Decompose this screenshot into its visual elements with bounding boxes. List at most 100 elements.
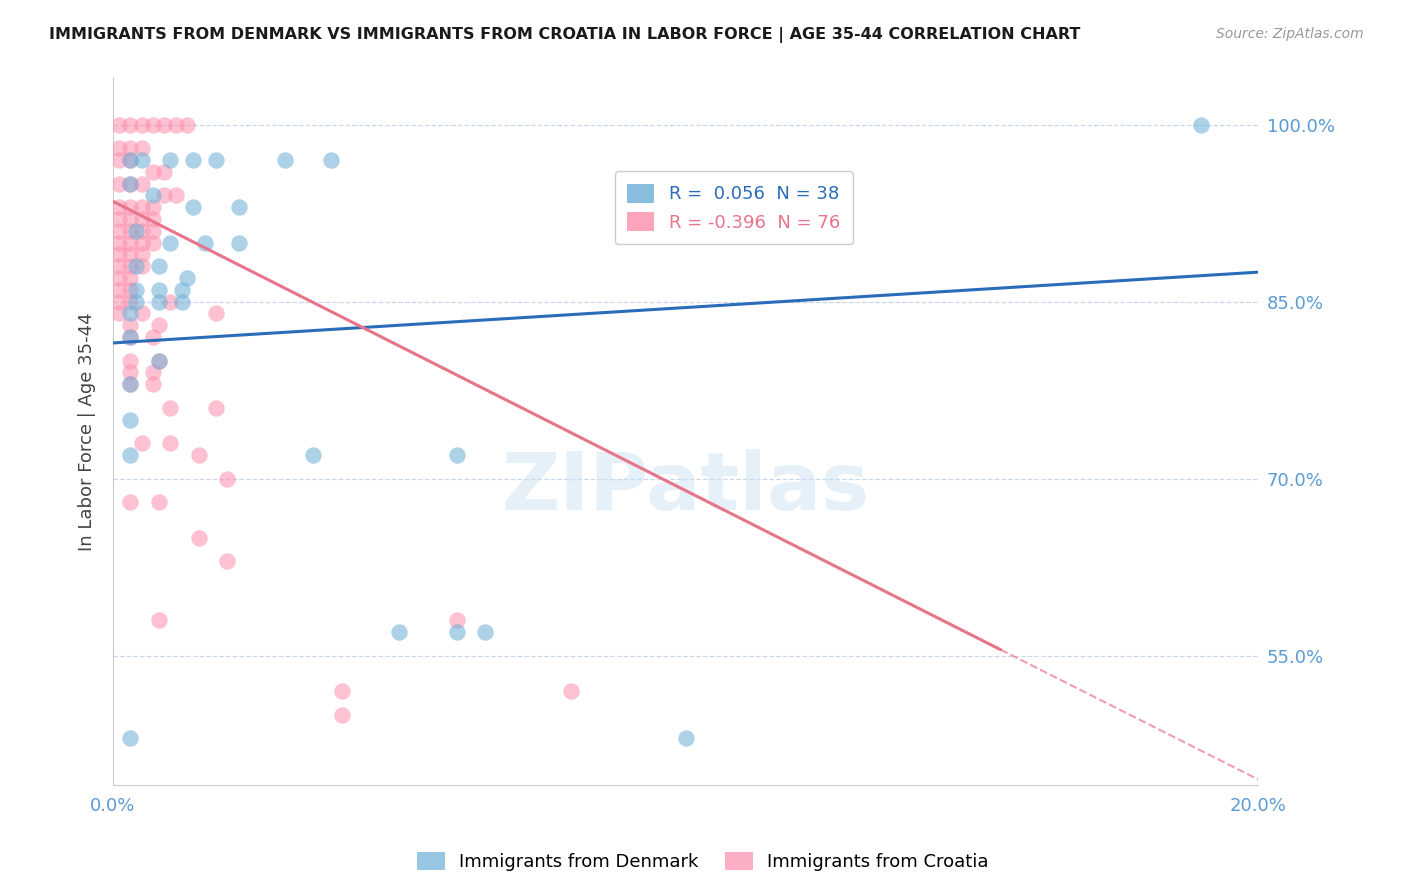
- Point: [120, 495, 142, 509]
- Point: [148, 318, 170, 333]
- Point: [120, 271, 142, 285]
- Point: [107, 259, 129, 273]
- Point: [120, 353, 142, 368]
- Point: [142, 165, 165, 179]
- Point: [120, 731, 142, 746]
- Y-axis label: In Labor Force | Age 35-44: In Labor Force | Age 35-44: [79, 312, 96, 550]
- Point: [120, 177, 142, 191]
- Point: [131, 259, 153, 273]
- Point: [194, 235, 217, 250]
- Point: [165, 188, 187, 202]
- Point: [125, 294, 148, 309]
- Point: [153, 165, 176, 179]
- Point: [170, 294, 193, 309]
- Point: [142, 200, 165, 214]
- Point: [131, 235, 153, 250]
- Point: [120, 141, 142, 155]
- Point: [148, 353, 170, 368]
- Point: [187, 448, 209, 462]
- Point: [148, 283, 170, 297]
- Text: ZIPatlas: ZIPatlas: [502, 449, 870, 527]
- Point: [142, 224, 165, 238]
- Point: [142, 118, 165, 132]
- Point: [107, 224, 129, 238]
- Point: [131, 224, 153, 238]
- Point: [107, 153, 129, 167]
- Point: [107, 247, 129, 261]
- Point: [120, 330, 142, 344]
- Point: [319, 153, 342, 167]
- Point: [120, 330, 142, 344]
- Point: [131, 200, 153, 214]
- Legend: Immigrants from Denmark, Immigrants from Croatia: Immigrants from Denmark, Immigrants from…: [411, 845, 995, 879]
- Point: [228, 200, 250, 214]
- Point: [187, 531, 209, 545]
- Point: [159, 294, 181, 309]
- Point: [120, 153, 142, 167]
- Point: [148, 294, 170, 309]
- Point: [330, 684, 353, 698]
- Point: [165, 118, 187, 132]
- Point: [274, 153, 297, 167]
- Point: [131, 177, 153, 191]
- Point: [120, 366, 142, 380]
- Point: [120, 224, 142, 238]
- Point: [474, 625, 496, 640]
- Point: [120, 377, 142, 392]
- Point: [181, 200, 204, 214]
- Point: [675, 731, 697, 746]
- Point: [120, 247, 142, 261]
- Point: [120, 306, 142, 320]
- Point: [120, 318, 142, 333]
- Point: [205, 306, 228, 320]
- Point: [170, 283, 193, 297]
- Point: [107, 271, 129, 285]
- Point: [176, 118, 198, 132]
- Point: [120, 259, 142, 273]
- Point: [131, 141, 153, 155]
- Point: [120, 377, 142, 392]
- Point: [131, 436, 153, 450]
- Point: [131, 118, 153, 132]
- Point: [120, 448, 142, 462]
- Point: [120, 200, 142, 214]
- Point: [153, 188, 176, 202]
- Point: [159, 401, 181, 415]
- Point: [181, 153, 204, 167]
- Point: [142, 330, 165, 344]
- Point: [446, 625, 468, 640]
- Point: [107, 118, 129, 132]
- Text: IMMIGRANTS FROM DENMARK VS IMMIGRANTS FROM CROATIA IN LABOR FORCE | AGE 35-44 CO: IMMIGRANTS FROM DENMARK VS IMMIGRANTS FR…: [49, 27, 1081, 43]
- Point: [120, 283, 142, 297]
- Point: [560, 684, 582, 698]
- Point: [153, 118, 176, 132]
- Point: [107, 212, 129, 227]
- Point: [125, 283, 148, 297]
- Point: [159, 153, 181, 167]
- Point: [388, 625, 411, 640]
- Point: [205, 401, 228, 415]
- Point: [159, 436, 181, 450]
- Point: [142, 377, 165, 392]
- Point: [142, 235, 165, 250]
- Point: [107, 235, 129, 250]
- Point: [131, 306, 153, 320]
- Point: [205, 153, 228, 167]
- Point: [131, 153, 153, 167]
- Point: [120, 294, 142, 309]
- Point: [107, 294, 129, 309]
- Point: [1189, 118, 1212, 132]
- Point: [217, 472, 239, 486]
- Point: [159, 235, 181, 250]
- Point: [107, 283, 129, 297]
- Point: [148, 259, 170, 273]
- Point: [142, 212, 165, 227]
- Point: [148, 495, 170, 509]
- Text: Source: ZipAtlas.com: Source: ZipAtlas.com: [1216, 27, 1364, 41]
- Point: [120, 212, 142, 227]
- Point: [131, 212, 153, 227]
- Point: [120, 153, 142, 167]
- Point: [125, 259, 148, 273]
- Point: [107, 141, 129, 155]
- Point: [176, 271, 198, 285]
